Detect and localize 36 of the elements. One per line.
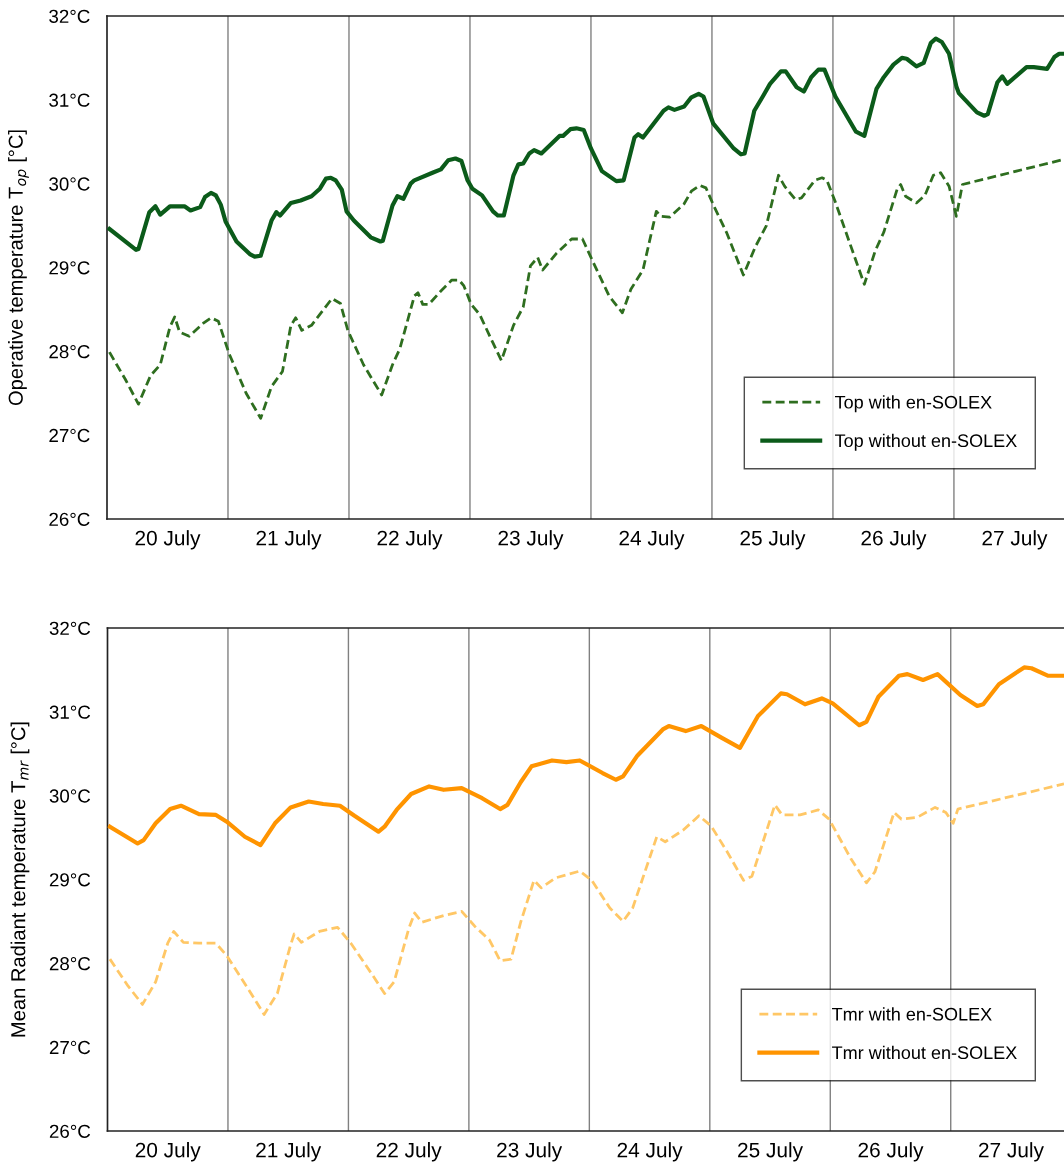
y-tick-label: 27°C [49,1040,91,1055]
y-tick-label: 26°C [49,512,90,526]
x-tick-label: 23 July [498,530,564,550]
x-tick-label: 25 July [738,1142,804,1162]
legend-label: Top with en-SOLEX [834,395,992,413]
x-tick-label: 21 July [256,1142,322,1162]
y-tick-label: 31°C [49,93,90,107]
x-tick-label: 27 July [979,1142,1044,1162]
y-tick-label: 26°C [49,1124,91,1138]
y-axis-title: Mean Radiant temperature T$_{mr}$ [°C] [10,722,30,1037]
y-tick-label: 30°C [49,789,91,803]
x-tick-label: 27 July [982,530,1048,550]
x-tick-label: 20 July [135,1142,201,1162]
y-tick-label: 29°C [49,873,91,887]
x-tick-label: 20 July [135,530,201,550]
x-tick-label: 21 July [256,530,322,550]
x-tick-label: 26 July [861,530,927,550]
x-tick-label: 24 July [617,1142,683,1162]
x-tick-label: 26 July [858,1142,924,1162]
x-tick-label: 24 July [619,530,685,550]
y-tick-label: 29°C [49,261,90,275]
y-tick-label: 30°C [49,177,90,191]
x-tick-label: 25 July [740,530,806,550]
x-tick-label: 22 July [377,530,443,550]
y-tick-label: 31°C [49,705,91,719]
x-tick-label: 23 July [497,1142,563,1162]
y-tick-label: 32°C [49,621,91,635]
y-tick-label: 28°C [49,957,91,971]
y-tick-label: 28°C [49,345,90,359]
y-tick-label: 32°C [49,9,90,23]
legend-label: Top without en-SOLEX [834,433,1017,451]
legend-label: Tmr with en-SOLEX [832,1007,992,1021]
legend-label: Tmr without en-SOLEX [832,1045,1017,1060]
y-axis-title: Operative temperature T$_{op}$ [°C] [8,130,29,406]
x-tick-label: 22 July [376,1142,442,1162]
y-tick-label: 27°C [49,428,90,443]
